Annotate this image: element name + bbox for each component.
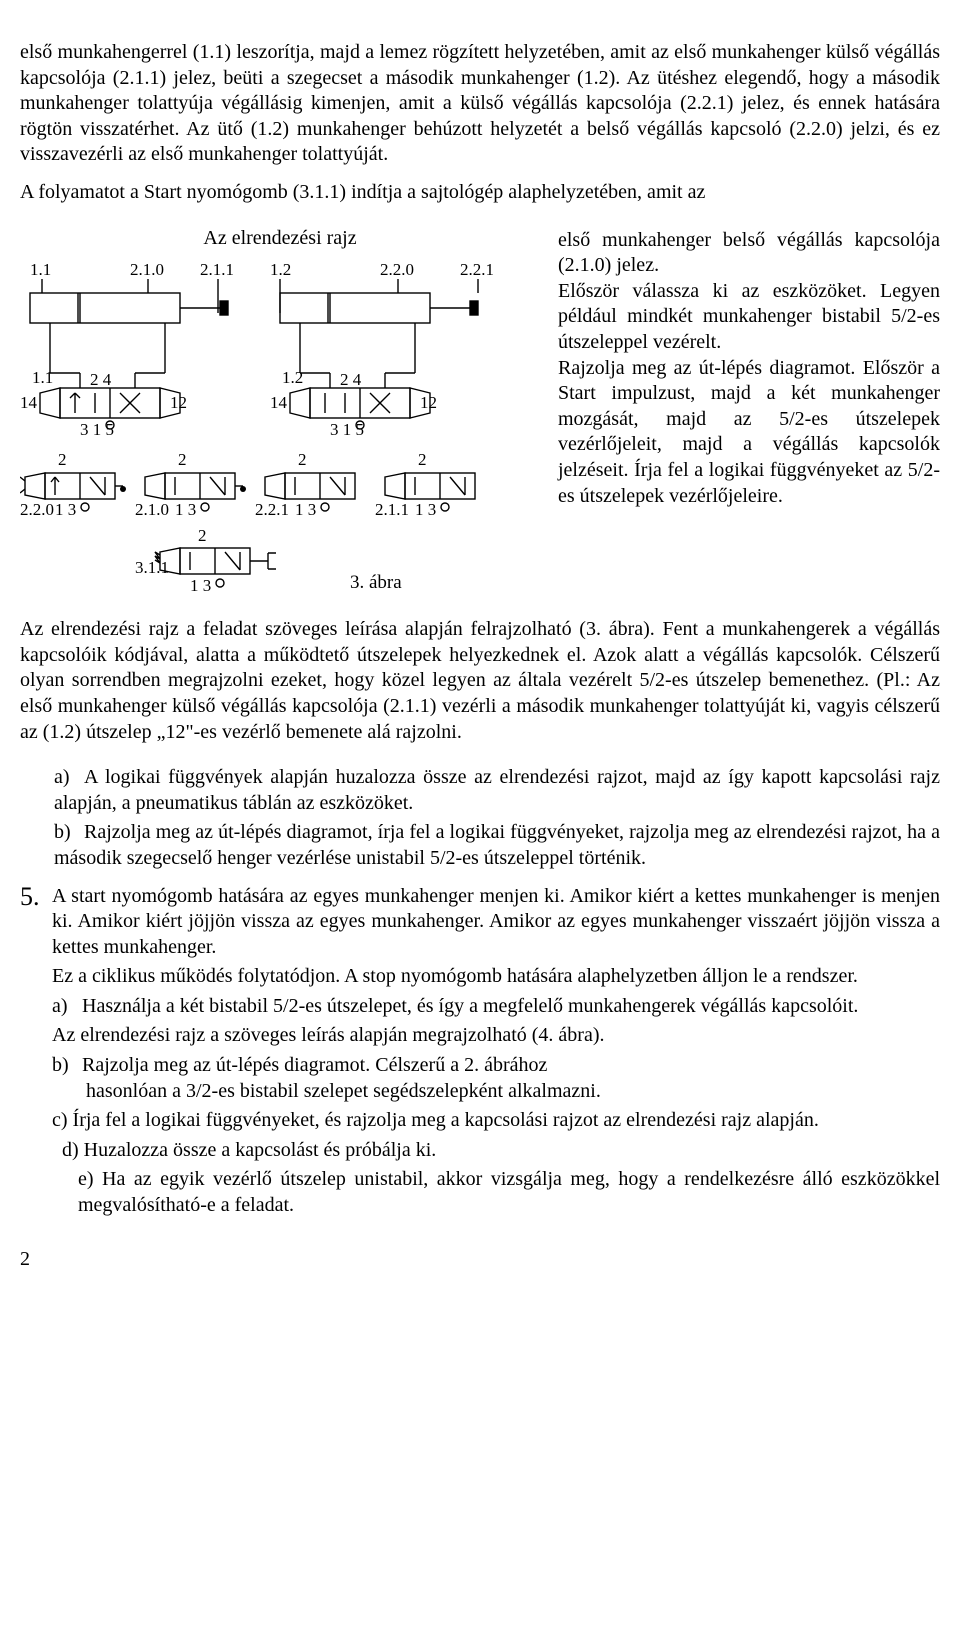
figure-caption: 3. ábra: [350, 572, 402, 593]
task5-label-b: b): [52, 1053, 82, 1079]
task5-p2: Ez a ciklikus működés folytatódjon. A st…: [52, 964, 940, 990]
task5-a-text: Használja a két bistabil 5/2-es útszelep…: [82, 995, 858, 1017]
task5-bullet-a: a)Használja a két bistabil 5/2-es útszel…: [52, 994, 940, 1020]
label: 2.2.0: [20, 500, 54, 519]
label: 1 3: [415, 500, 436, 519]
bullet-b-text: Rajzolja meg az út-lépés diagramot, írja…: [54, 821, 940, 869]
label: 2: [58, 450, 67, 469]
label: 14: [20, 393, 38, 412]
label: 1 3: [190, 576, 211, 595]
right-column: első munkahenger belső végállás kapcsoló…: [558, 226, 940, 510]
label: 2.2.0: [380, 260, 414, 279]
label: 14: [270, 393, 288, 412]
paragraph-top: első munkahengerrel (1.1) leszorítja, ma…: [20, 40, 940, 168]
label: 1.2: [270, 260, 291, 279]
label: 2: [418, 450, 427, 469]
label: 12: [420, 393, 437, 412]
label: 2: [198, 526, 207, 545]
label: 2.1.0: [130, 260, 164, 279]
bullet-b: b)Rajzolja meg az út-lépés diagramot, ír…: [54, 820, 940, 871]
task-5-number: 5.: [20, 884, 44, 910]
label: 2.2.1: [460, 260, 494, 279]
label: 3.1.1: [135, 558, 169, 577]
task5-mid: Az elrendezési rajz a szöveges leírás al…: [52, 1023, 940, 1049]
bullet-label-a: a): [54, 765, 84, 791]
label: 1 3: [55, 500, 76, 519]
label: 12: [170, 393, 187, 412]
label: 1.2: [282, 368, 303, 387]
figure-title: Az elrendezési rajz: [20, 226, 540, 252]
bullet-label-b: b): [54, 820, 84, 846]
task5-d: d) Huzalozza össze a kapcsolást és próbá…: [62, 1138, 940, 1164]
label: 1.1: [30, 260, 51, 279]
task5-b2: hasonlóan a 3/2-es bistabil szelepet seg…: [86, 1079, 940, 1105]
label: 2 4: [340, 370, 362, 389]
task-5: 5. A start nyomógomb hatására az egyes m…: [20, 884, 940, 1219]
bullet-a: a)A logikai függvények alapján huzalozza…: [54, 765, 940, 816]
label: 1 3: [175, 500, 196, 519]
bullet-a-text: A logikai függvények alapján huzalozza ö…: [54, 766, 940, 814]
paragraph-top2: A folyamatot a Start nyomógomb (3.1.1) i…: [20, 180, 940, 206]
task5-e: e) Ha az egyik vezérlő útszelep unistabi…: [78, 1167, 940, 1218]
pneumatic-schematic: 1.1 2.1.0 2.1.1 1.2 2.2.0 2.2.1: [20, 253, 540, 613]
label: 2 4: [90, 370, 112, 389]
task5-p1: A start nyomógomb hatására az egyes munk…: [52, 884, 940, 961]
label: 1 3: [295, 500, 316, 519]
label: 2: [298, 450, 307, 469]
label: 2: [178, 450, 187, 469]
label: 2.1.1: [375, 500, 409, 519]
label: 2.1.1: [200, 260, 234, 279]
task5-bullet-b: b)Rajzolja meg az út-lépés diagramot. Cé…: [52, 1053, 940, 1079]
task5-b1-text: Rajzolja meg az út-lépés diagramot. Céls…: [82, 1054, 547, 1076]
task5-label-a: a): [52, 994, 82, 1020]
label: 2.1.0: [135, 500, 169, 519]
figure-column: Az elrendezési rajz 1.1 2.1.0 2.1.1 1.2 …: [20, 226, 540, 614]
right-column-text: első munkahenger belső végállás kapcsoló…: [558, 226, 940, 510]
label: 2.2.1: [255, 500, 289, 519]
figure-and-text: Az elrendezési rajz 1.1 2.1.0 2.1.1 1.2 …: [20, 226, 940, 614]
page-number: 2: [20, 1247, 940, 1273]
paragraph-after-fig: Az elrendezési rajz a feladat szöveges l…: [20, 617, 940, 745]
label: 1.1: [32, 368, 53, 387]
task5-c: c) Írja fel a logikai függvényeket, és r…: [52, 1108, 940, 1134]
